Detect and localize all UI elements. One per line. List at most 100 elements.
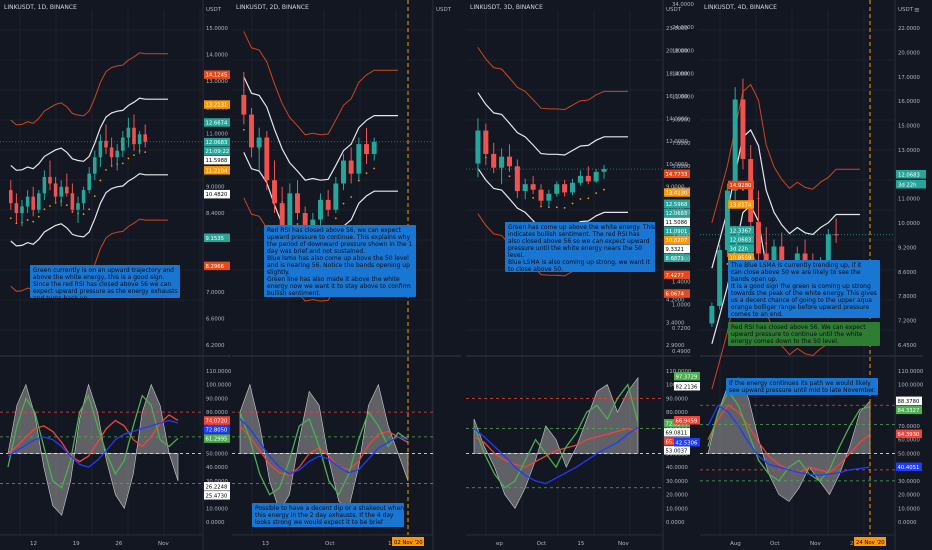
x-tick-label: ep: [496, 541, 503, 547]
price-label-bg: [664, 217, 690, 226]
note-4d-rsi: If the energy continues its path we woul…: [726, 378, 878, 395]
candle-body: [506, 156, 512, 167]
candle-body: [475, 130, 481, 164]
note-line: energy comes down to the 50 level.: [731, 338, 839, 345]
note-line: us a decent chance of going to the upper…: [731, 297, 872, 304]
rsi-value-label-bg: [204, 491, 230, 500]
candle-body: [137, 134, 142, 145]
y-tick-label: 8.4000: [206, 211, 225, 217]
note-line: Red RSI has closed above 56, we can expe…: [267, 227, 402, 234]
rsi-value-label-bg: [204, 482, 230, 491]
candle-body: [364, 144, 369, 154]
candle-body: [295, 193, 300, 214]
x-tick-label: Nov: [158, 541, 169, 547]
note-line: expect upward pressure as the energy exh…: [33, 288, 178, 295]
y-tick-label-left: 3.1000: [672, 210, 691, 216]
sar-dot: [532, 197, 535, 199]
y-tick-label-left: 1.4000: [672, 280, 691, 286]
axis-unit-label: USDT: [898, 7, 914, 13]
rsi-y-tick: 80.0000: [206, 410, 229, 416]
price-label-bg: [728, 226, 754, 235]
rsi-value-label-bg: [204, 434, 230, 443]
note-2d-text: Red RSI has closed above 56, we can expe…: [267, 227, 412, 297]
settings-icon[interactable]: ≡: [914, 6, 920, 14]
y-tick-label: 17.0000: [898, 75, 921, 81]
price-label-bg: [204, 233, 230, 243]
note-4d-bg: [728, 260, 880, 318]
candle-body: [371, 141, 377, 154]
price-label: 11.0901: [666, 229, 688, 235]
y-tick-label-left: 2.4000: [672, 233, 691, 239]
x-tick-label: Aug: [730, 541, 741, 547]
price-label-bg: [204, 118, 230, 127]
note-line: bands open up.: [731, 276, 778, 283]
rsi-y-tick: 100.0000: [206, 383, 232, 389]
candle-body: [709, 306, 715, 324]
sar-dot: [342, 202, 345, 205]
candle-body: [132, 127, 136, 145]
sar-dot: [88, 208, 91, 211]
y-tick-label: 9.0000: [666, 185, 685, 191]
sar-dot: [508, 175, 511, 178]
price-label: 11.5086: [666, 220, 689, 226]
axis-unit-label: USDT: [436, 7, 452, 13]
candle-body: [104, 140, 108, 148]
y-tick-label: 6.6000: [206, 317, 225, 323]
sar-dot: [127, 157, 130, 160]
rsi-line-blue: [239, 418, 409, 475]
price-label-bg: [728, 244, 754, 253]
price-label: 11.5988: [206, 158, 229, 164]
candle-body: [546, 193, 552, 201]
y-tick-label: 7.8000: [898, 294, 917, 300]
chart-panel-4: LINKUSDT, 4D, BINANCE USDT 22.0000 20.0000 1…: [672, 0, 926, 550]
rsi-y-tick: 20.0000: [898, 493, 921, 499]
note-1d-bg: [30, 265, 180, 298]
x-tick-label: Oct: [537, 541, 547, 547]
note-line: also closed above 56 so we can expect up…: [508, 238, 650, 245]
sar-dot: [93, 195, 96, 198]
note-line: looks strong we would expect it to be br…: [255, 519, 384, 526]
candle-body: [341, 160, 346, 184]
y-tick-label: 18.0000: [666, 71, 689, 77]
candle-body: [37, 193, 41, 210]
price-label-bg: [728, 235, 754, 244]
sar-dot: [603, 188, 605, 191]
x-tick-label: 15: [577, 541, 584, 547]
rsi-y-tick: 50.0000: [898, 451, 921, 457]
x-tick-label: 13: [262, 541, 269, 547]
price-label: 12.5968: [666, 202, 689, 208]
sar-dot: [571, 202, 574, 205]
note-line: Since the red RSI has closed above 56 we…: [33, 281, 171, 288]
note-2d-rsi-bg: [252, 503, 404, 527]
y-tick-label: 2.9000: [666, 343, 685, 349]
candle-body: [514, 166, 520, 192]
sar-dot: [334, 217, 337, 220]
sar-dot: [365, 172, 368, 175]
price-label-bg: [728, 200, 754, 209]
note-line: bullish sentiment.: [267, 290, 321, 297]
note-2d: Red RSI has closed above 56, we can expe…: [264, 225, 416, 297]
candle-body: [20, 206, 24, 214]
y-tick-label: 12.0000: [666, 139, 689, 145]
candle-body: [522, 184, 528, 192]
rsi-value-label: 64.3930: [898, 432, 921, 438]
note-line: upward pressure to continue until the wh…: [731, 331, 863, 338]
y-tick-label: 10.0000: [898, 221, 921, 227]
rsi-line-blue: [707, 404, 871, 477]
note-line: towards the peak of the white energy. Th…: [731, 290, 877, 297]
rsi-value-label-bg: [674, 416, 700, 425]
candle-body: [109, 147, 114, 158]
sar-dot: [121, 162, 124, 165]
candle-body: [554, 184, 560, 194]
y-tick-label: 16.0000: [666, 94, 689, 100]
sar-dot: [563, 207, 566, 209]
price-label-bg: [896, 180, 926, 189]
y-tick-label: 23.0000: [666, 26, 689, 32]
note-line: It is a good sign the green is coming up…: [731, 283, 871, 290]
y-tick-label-left: 9.0000: [672, 118, 691, 124]
y-tick-label: 7.0000: [206, 290, 225, 296]
rsi-value-label: 72.8050: [206, 428, 229, 434]
rsi-value-label: 84.3327: [898, 408, 920, 414]
candle-body: [530, 184, 536, 190]
